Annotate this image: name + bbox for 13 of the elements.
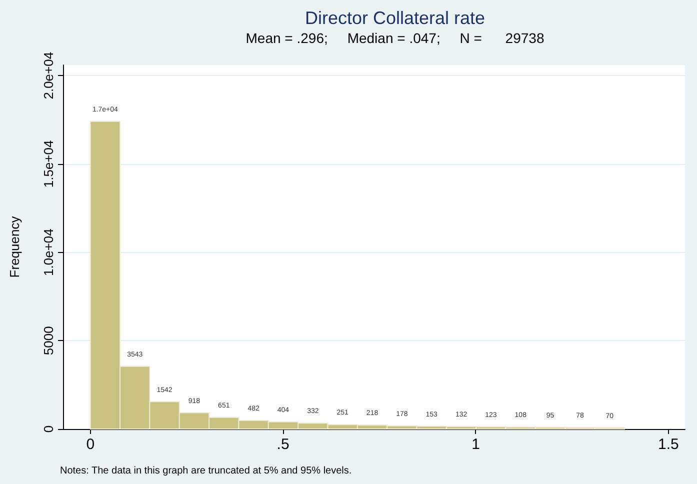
chart-subtitle: Mean = .296; Median = .047; N = 29738 xyxy=(246,30,544,46)
y-tick-label: 0 xyxy=(41,425,56,433)
y-tick-label: 5000 xyxy=(41,326,56,356)
y-axis-title: Frequency xyxy=(7,216,22,278)
x-tick-label: 1.5 xyxy=(658,436,679,453)
x-tick-label: 1 xyxy=(472,436,480,453)
y-tick-label: 1.0e+04 xyxy=(41,228,56,276)
x-tick-label: 0 xyxy=(86,436,95,453)
x-tick-label: .5 xyxy=(276,436,290,453)
y-tick-label: 2.0e+04 xyxy=(41,52,56,100)
chart-title: Director Collateral rate xyxy=(304,8,486,28)
text: Notes: The data in this graph are truncated at 5% and 95% levels. xyxy=(60,466,352,476)
y-tick-label: 1.5e+04 xyxy=(41,140,56,188)
